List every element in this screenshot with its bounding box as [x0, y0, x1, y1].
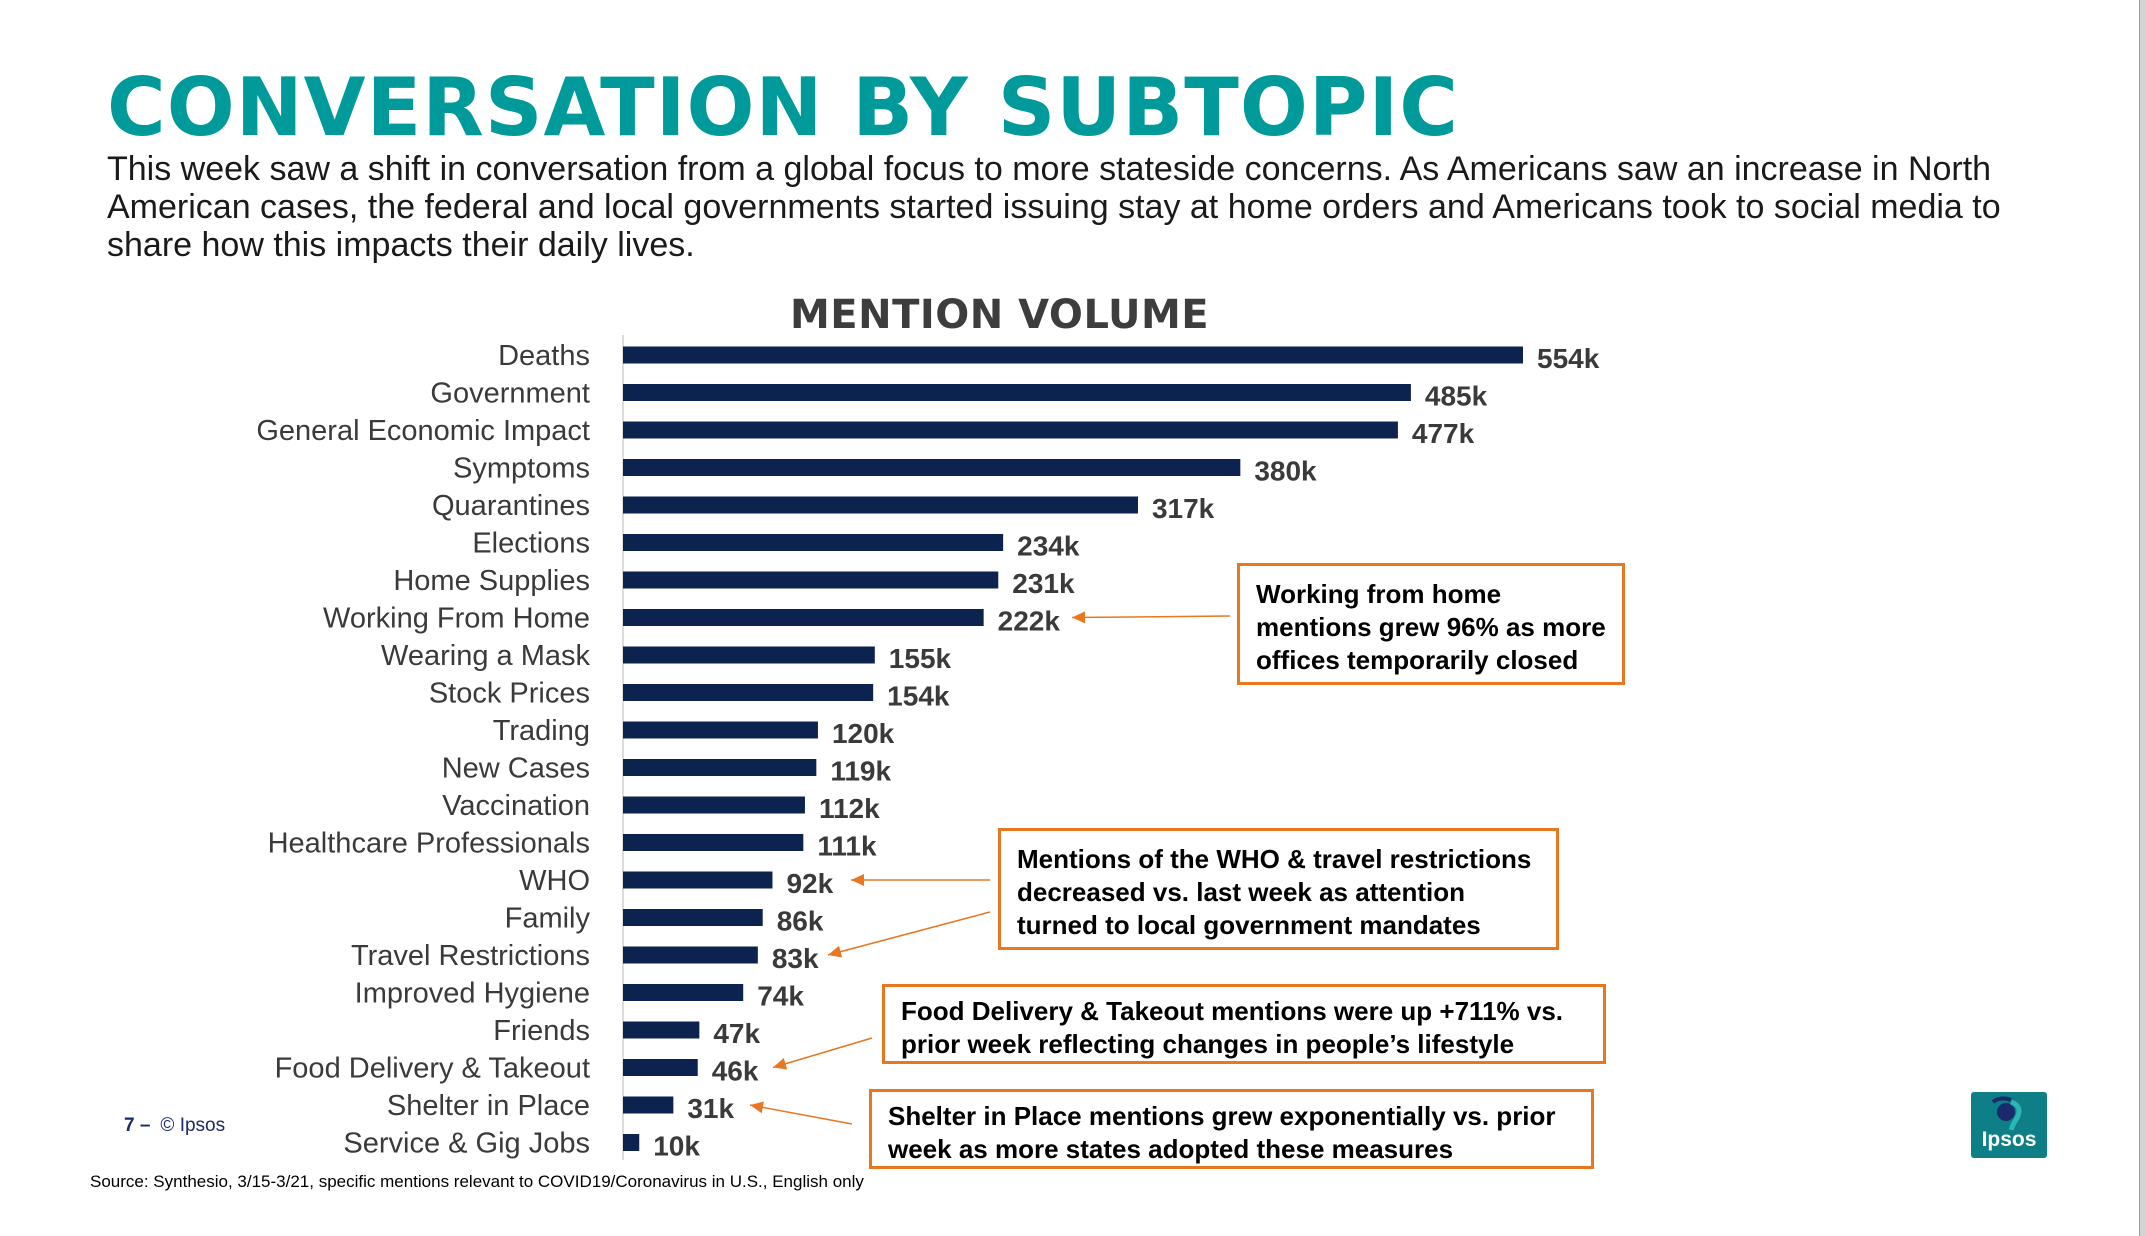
- bar-home-supplies: [623, 571, 999, 589]
- callout-working-from-home: Working from home mentions grew 96% as m…: [1237, 563, 1625, 685]
- category-label-working-from-home: Working From Home: [323, 603, 590, 635]
- bar-travel-restrictions: [623, 946, 758, 964]
- data-label-friends: 47k: [713, 1018, 760, 1049]
- data-label-shelter-in-place: 31k: [687, 1093, 734, 1124]
- category-label-service-and-gig-jobs: Service & Gig Jobs: [343, 1128, 590, 1160]
- data-label-vaccination: 112k: [819, 793, 880, 824]
- data-label-wearing-a-mask: 155k: [889, 643, 952, 674]
- category-label-improved-hygiene: Improved Hygiene: [355, 978, 590, 1010]
- data-label-symptoms: 380k: [1254, 456, 1317, 487]
- bar-government: [623, 384, 1411, 401]
- page-subtitle: This week saw a shift in conversation fr…: [107, 150, 2001, 264]
- bar-working-from-home: [623, 609, 984, 626]
- category-label-quarantines: Quarantines: [432, 490, 590, 522]
- bar-symptoms: [623, 459, 1241, 476]
- arrow-working-from-home: [1071, 611, 1231, 624]
- bar-shelter-in-place: [623, 1096, 674, 1114]
- data-label-trading: 120k: [832, 718, 895, 749]
- data-label-elections: 234k: [1017, 531, 1080, 562]
- data-label-new-cases: 119k: [830, 756, 891, 787]
- bar-new-cases: [623, 759, 817, 776]
- bar-friends: [623, 1021, 700, 1039]
- arrow-food-delivery: [772, 1037, 873, 1070]
- category-label-general-economic-impact: General Economic Impact: [256, 415, 590, 447]
- data-label-stock-prices: 154k: [887, 681, 950, 712]
- category-label-elections: Elections: [472, 528, 590, 560]
- data-label-deaths: 554k: [1537, 343, 1600, 374]
- data-label-travel-restrictions: 83k: [772, 943, 819, 974]
- slide-edge-strip: [2140, 0, 2146, 1236]
- arrow-travel-restrictions: [827, 911, 991, 958]
- category-label-new-cases: New Cases: [442, 753, 590, 785]
- slide-edge-line: [2139, 0, 2140, 1236]
- page-number: 7 –: [124, 1115, 151, 1136]
- category-label-government: Government: [430, 378, 590, 410]
- data-label-government: 485k: [1425, 381, 1488, 412]
- footer-page-info: 7 – © Ipsos: [124, 1115, 225, 1137]
- callout-shelter-in-place: Shelter in Place mentions grew exponenti…: [869, 1089, 1594, 1169]
- data-label-general-economic-impact: 477k: [1412, 418, 1475, 449]
- chart-title: MENTION VOLUME: [790, 292, 1210, 338]
- bar-deaths: [623, 346, 1523, 364]
- category-label-healthcare-professionals: Healthcare Professionals: [268, 828, 590, 860]
- category-label-friends: Friends: [493, 1015, 590, 1047]
- arrow-shelter-in-place: [749, 1101, 853, 1125]
- bar-elections: [623, 534, 1004, 551]
- bar-trading: [623, 721, 818, 739]
- data-label-healthcare-professionals: 111k: [817, 831, 877, 862]
- category-label-family: Family: [505, 903, 591, 935]
- bar-healthcare-professionals: [623, 834, 804, 851]
- data-label-food-delivery-and-takeout: 46k: [712, 1056, 759, 1087]
- bar-wearing-a-mask: [623, 646, 875, 664]
- ipsos-logo-icon: [1991, 1096, 2022, 1131]
- category-label-home-supplies: Home Supplies: [393, 565, 590, 597]
- data-label-who: 92k: [786, 868, 833, 899]
- data-label-family: 86k: [777, 906, 824, 937]
- arrow-who: [851, 874, 990, 886]
- ipsos-logo: Ipsos: [1971, 1092, 2047, 1158]
- bar-improved-hygiene: [623, 984, 744, 1001]
- bar-general-economic-impact: [623, 421, 1398, 439]
- source-note: Source: Synthesio, 3/15-3/21, specific m…: [90, 1172, 864, 1191]
- callout-who-travel: Mentions of the WHO & travel restriction…: [998, 828, 1559, 950]
- category-label-symptoms: Symptoms: [453, 453, 590, 485]
- category-label-who: WHO: [519, 865, 590, 897]
- category-label-shelter-in-place: Shelter in Place: [387, 1090, 590, 1122]
- data-label-home-supplies: 231k: [1012, 568, 1075, 599]
- logo-text: Ipsos: [1981, 1128, 2037, 1151]
- callout-food-delivery: Food Delivery & Takeout mentions were up…: [882, 984, 1606, 1064]
- bar-family: [623, 909, 763, 926]
- bar-who: [623, 871, 773, 889]
- data-label-improved-hygiene: 74k: [757, 981, 804, 1012]
- category-label-travel-restrictions: Travel Restrictions: [351, 940, 590, 972]
- category-label-deaths: Deaths: [498, 340, 590, 372]
- data-label-quarantines: 317k: [1152, 493, 1215, 524]
- data-label-service-and-gig-jobs: 10k: [653, 1131, 700, 1162]
- category-label-wearing-a-mask: Wearing a Mask: [381, 640, 590, 672]
- bar-stock-prices: [623, 684, 874, 701]
- data-label-working-from-home: 222k: [998, 606, 1061, 637]
- bar-service-and-gig-jobs: [623, 1134, 640, 1151]
- category-label-food-delivery-and-takeout: Food Delivery & Takeout: [275, 1053, 590, 1085]
- category-label-vaccination: Vaccination: [442, 790, 590, 822]
- bar-food-delivery-and-takeout: [623, 1059, 698, 1076]
- category-label-stock-prices: Stock Prices: [429, 678, 590, 710]
- bar-vaccination: [623, 796, 805, 814]
- bar-quarantines: [623, 496, 1138, 514]
- category-label-trading: Trading: [493, 715, 590, 747]
- page-title: CONVERSATION BY SUBTOPIC: [107, 61, 1459, 154]
- copyright: © Ipsos: [160, 1115, 226, 1136]
